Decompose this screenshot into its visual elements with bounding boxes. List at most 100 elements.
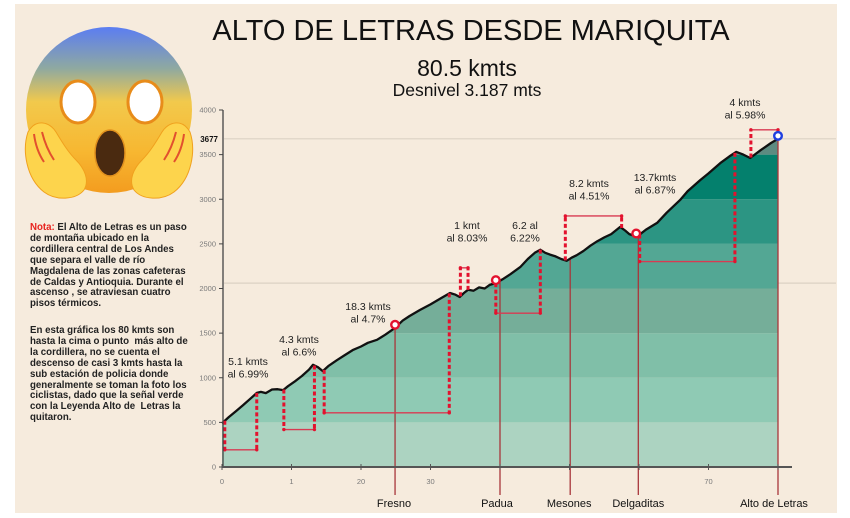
segment-corner [312, 427, 317, 432]
segment-label: al 4.7% [350, 314, 385, 326]
segment-label: al 5.98% [725, 110, 766, 122]
note-line: con la Leyenda Alto de Letras la [30, 401, 181, 413]
note-text: El Alto de Letras es un paso [57, 222, 187, 233]
segment-label: 5.1 kmts [228, 356, 268, 368]
x-tick-label: 20 [357, 477, 365, 486]
summit-elevation-label: 3677 [200, 135, 218, 144]
note-line: quitaron. [30, 412, 72, 424]
y-axis: 0 500 1000 1500 2000 2500 3000 3500 4000 3677 [199, 106, 224, 472]
note-line: de Caldas y Antioquia. Durante el [30, 276, 184, 288]
location-label: Alto de Letras [740, 498, 808, 510]
x-axis: 0 1 20 30 70 [220, 464, 792, 486]
elevation-band [222, 199, 778, 244]
note-line: pisos térmicos. [30, 298, 102, 310]
segment-label: al 8.03% [447, 233, 488, 245]
segment-corner [619, 214, 624, 218]
segment-label: 4 kmts [730, 97, 761, 109]
elevation-profile-line [221, 137, 779, 425]
note-line: hasta la cima o punto más alto de [30, 335, 188, 347]
route-distance: 80.5 kmts [417, 55, 517, 81]
x-tick-label: 1 [289, 477, 293, 486]
elevation-gain: Desnivel 3.187 mts [392, 80, 542, 100]
segment-corner [466, 266, 470, 270]
elevation-band [222, 138, 778, 155]
x-tick-label: 30 [426, 477, 434, 486]
face-screaming-in-fear-icon [24, 27, 194, 199]
note-line: ciclistas, dado que la señal verde [30, 390, 184, 402]
y-tick-label: 2000 [199, 284, 216, 293]
segment-corner [749, 128, 753, 132]
page-title: ALTO DE LETRAS DESDE MARIQUITA [212, 15, 730, 47]
note-line: descenso de casi 3 kmts hasta la [30, 357, 183, 369]
note-line: la cordillera, no se cuenta el [30, 346, 160, 358]
note-line: Nota: El Alto de Letras es un paso [30, 222, 215, 234]
note-line: de montaña ubicado en la [30, 232, 149, 244]
point-marker [390, 319, 401, 330]
x-tick-label: 0 [220, 477, 224, 486]
y-tick-label: 4000 [199, 106, 216, 115]
segment-corner [223, 448, 227, 452]
segment-label: 8.2 kmts [569, 178, 609, 190]
point-marker [773, 130, 784, 141]
emoji-left-hand [24, 122, 87, 199]
climb-segment: 6.2 al6.22% [494, 220, 543, 315]
point-marker [631, 228, 642, 239]
note-line: ascenso , se atraviesan cuatro [30, 287, 171, 299]
note-line: que separa el valle de río [30, 254, 146, 266]
y-tick-label: 2500 [199, 239, 216, 248]
segment-label: al 6.6% [281, 347, 316, 359]
segment-corner [733, 259, 737, 264]
segment-corner [538, 311, 543, 315]
segment-corner [637, 259, 642, 264]
segment-corner [447, 411, 451, 415]
segment-label: al 6.99% [228, 369, 269, 381]
location-label: Mesones [547, 498, 592, 510]
note-line: generalmente se toman la foto los [30, 379, 187, 391]
segment-corner [282, 427, 286, 432]
y-tick-label: 500 [203, 418, 216, 427]
y-tick-label: 3500 [199, 150, 216, 159]
segment-label: 18.3 kmts [345, 301, 391, 313]
elevation-band [222, 154, 778, 200]
emoji-mouth [94, 129, 126, 177]
note-line: cordillera central de Los Andes [30, 243, 174, 255]
segment-corner [255, 448, 259, 452]
emoji-left-eye [59, 79, 97, 125]
segment-label: 6.2 al [512, 220, 538, 232]
location-markers: Fresno Padua Mesones Delgaditas Alto de Letr… [377, 138, 808, 510]
point-marker [490, 275, 501, 286]
segment-corner [458, 266, 463, 270]
segment-corner [776, 128, 780, 132]
segment-label: 1 kmt [454, 220, 480, 232]
note-line: Magdalena de las zonas cafeteras [30, 265, 186, 277]
segment-corner [563, 214, 568, 218]
note-line: sub estación de policia donde [30, 368, 169, 380]
note-line: En esta gráfica los 80 kmts son [30, 325, 175, 336]
segment-label: 6.22% [510, 233, 540, 245]
y-tick-label: 1000 [199, 373, 216, 382]
emoji-right-hand [131, 122, 194, 199]
segment-label: al 4.51% [569, 191, 610, 203]
note-paragraph-1: Nota: El Alto de Letras es un paso de mon… [30, 222, 215, 310]
y-tick-label: 1500 [199, 329, 216, 338]
note-paragraph-2: En esta gráfica los 80 kmts son hasta la… [30, 325, 215, 424]
location-label: Fresno [377, 498, 411, 510]
x-tick-label: 70 [704, 477, 712, 486]
segment-corner [494, 311, 498, 315]
location-label: Delgaditas [612, 498, 664, 510]
segment-corner [322, 411, 326, 415]
point-markers [390, 130, 784, 330]
segment-label: 4.3 kmts [279, 334, 319, 346]
segment-label: 13.7kmts [634, 172, 677, 184]
y-tick-label: 3000 [199, 195, 216, 204]
location-label: Padua [481, 498, 514, 510]
segment-label: al 6.87% [635, 185, 676, 197]
